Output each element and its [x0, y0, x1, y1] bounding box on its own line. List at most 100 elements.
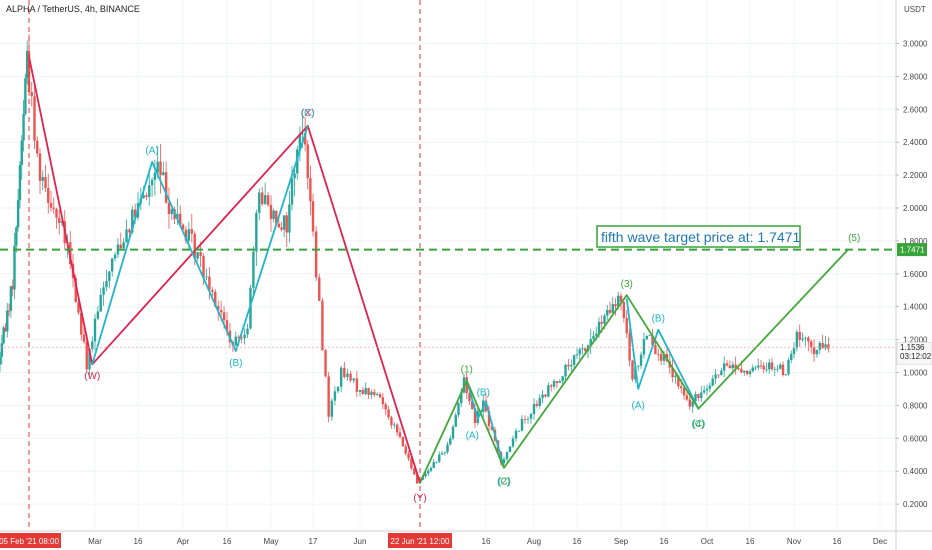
wave-label: (C): [301, 108, 315, 119]
wave-label: (B): [652, 314, 665, 325]
candle-body: [24, 78, 27, 115]
overlay-lines: [0, 0, 896, 531]
candle-body: [728, 365, 732, 369]
candle-body: [74, 277, 77, 303]
candle-body: [119, 244, 122, 249]
candle-body: [55, 208, 58, 218]
candle-body: [156, 161, 159, 173]
candle-body: [181, 224, 185, 230]
candle-body: [438, 454, 441, 462]
candle-body: [815, 349, 819, 355]
candle-body: [293, 173, 296, 179]
candle-body: [508, 446, 512, 453]
candle-body: [358, 390, 362, 392]
candle-body: [16, 200, 20, 228]
time-tick-label: 17: [309, 537, 318, 546]
candle-body: [303, 133, 307, 145]
candle-body: [240, 337, 243, 339]
candle-body: [398, 432, 402, 437]
candle-body: [595, 333, 598, 336]
candle-body: [685, 395, 689, 400]
candle-body: [662, 354, 666, 361]
candle-body: [280, 227, 283, 230]
candle-body: [754, 367, 757, 369]
candle-body: [768, 362, 771, 370]
candle-body: [435, 461, 438, 463]
candle-body: [11, 286, 14, 290]
candle-body: [547, 385, 550, 397]
candle-body: [375, 394, 379, 395]
candle-body: [336, 386, 340, 392]
candle-body: [343, 367, 346, 378]
target-price-tag-text: 1.7471: [900, 246, 925, 255]
time-axis[interactable]: Mar 16 Apr 16 May 17 Jun 16 Aug 16 Sep 16 Oct 16 Nov 16…: [0, 533, 887, 548]
annotation-box[interactable]: fifth wave target price at: 1.7471: [596, 225, 801, 248]
target-price-tag: 1.7471: [897, 243, 927, 257]
candle-body: [538, 398, 541, 406]
candle-body: [38, 153, 42, 181]
price-axis[interactable]: 0.2000 0.4000 0.6000 0.8000 1.0000 1.2000 1.40…: [896, 40, 928, 510]
candle-body: [795, 331, 799, 349]
candle-body: [22, 114, 25, 141]
candle-body: [205, 276, 208, 278]
price-tick-label: 0.4000: [903, 467, 928, 476]
candle-body: [25, 50, 29, 79]
wave-line-ABC-1: [91, 125, 309, 365]
candle-body: [807, 337, 810, 342]
candle-body: [572, 355, 576, 365]
candle-body: [617, 295, 620, 307]
symbol-title: ALPHA / TetherUS, 4h, BINANCE: [6, 4, 140, 14]
candle-body: [561, 376, 564, 382]
candle-body: [757, 365, 760, 368]
candle-body: [812, 347, 816, 355]
candle-body: [440, 453, 444, 455]
candle-body: [196, 252, 199, 259]
candle-body: [694, 394, 697, 402]
candle-body: [269, 204, 273, 219]
candle-body: [702, 390, 706, 393]
candle-body: [680, 386, 683, 389]
time-tick-label: Nov: [787, 537, 801, 546]
time-tick-label: 16: [134, 537, 143, 546]
candle-body: [714, 374, 717, 379]
candle-body: [58, 217, 61, 223]
candle-body: [792, 348, 796, 354]
highlight-date-tag: [388, 533, 452, 548]
candle-body: [77, 302, 80, 313]
candle-body: [150, 179, 154, 186]
candle-body: [720, 370, 723, 376]
candle-body: [708, 385, 712, 389]
candle-body: [550, 385, 553, 387]
candle-body: [234, 336, 237, 346]
wave-labels: (W)(X)(Y)(A)(B)(C)(1)(A)(B)(C)(2)(3)(A)(…: [84, 108, 860, 504]
candle-body: [82, 334, 86, 342]
time-tick-label: Sep: [614, 537, 629, 546]
candle-body: [597, 321, 601, 334]
candle-body: [111, 258, 114, 272]
candle-body: [361, 390, 365, 394]
highlight-date-text: 22 Jun '21 12:00: [391, 537, 450, 546]
wave-label: (2): [498, 476, 510, 487]
candle-body: [541, 394, 544, 399]
candle-body: [427, 470, 430, 474]
candle-body: [243, 334, 246, 339]
candle-body: [502, 459, 506, 464]
candle-body: [272, 210, 275, 219]
candle-body: [18, 165, 22, 201]
time-tick-label: May: [263, 537, 278, 546]
candle-body: [773, 368, 776, 370]
candle-body: [30, 92, 33, 97]
candle-body: [697, 394, 700, 399]
candle-body: [199, 252, 202, 257]
candle-body: [677, 375, 680, 387]
candle-body: [801, 338, 804, 340]
candle-body: [592, 335, 595, 340]
candle-body: [505, 452, 509, 460]
candle-body: [252, 251, 255, 288]
price-tick-label: 0.6000: [903, 434, 928, 443]
price-tick-label: 2.4000: [903, 138, 928, 147]
candle-body: [751, 367, 754, 372]
candle-body: [745, 370, 749, 375]
time-tick-label: Aug: [527, 537, 541, 546]
